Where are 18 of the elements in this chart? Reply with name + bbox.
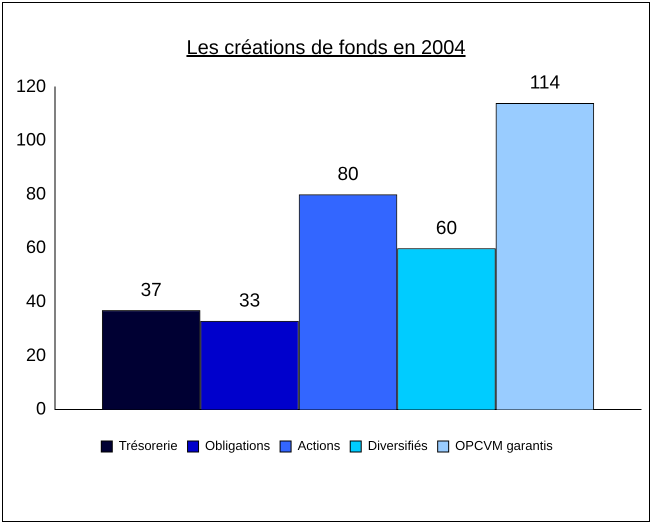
data-label: 114 xyxy=(530,72,560,94)
data-label: 80 xyxy=(337,164,359,186)
data-label: 37 xyxy=(140,280,162,301)
legend-label: Trésorerie xyxy=(118,438,178,454)
legend-label: Actions xyxy=(298,438,341,454)
y-tick-label: 40 xyxy=(26,290,46,311)
y-tick-label: 120 xyxy=(16,76,46,96)
data-label: 33 xyxy=(239,290,260,312)
y-tick-label: 0 xyxy=(36,398,46,419)
legend-label: Diversifiés xyxy=(368,438,428,454)
chart-title: Les créations de fonds en 2004 xyxy=(186,37,466,59)
legend-label: OPCVM garantis xyxy=(455,438,554,454)
y-tick-label: 20 xyxy=(26,344,46,365)
legend-label: Obligations xyxy=(205,438,271,454)
y-tick-label: 100 xyxy=(16,130,46,150)
data-label: 60 xyxy=(436,218,458,239)
y-tick-label: 60 xyxy=(26,237,46,258)
y-tick-label: 80 xyxy=(26,183,46,204)
